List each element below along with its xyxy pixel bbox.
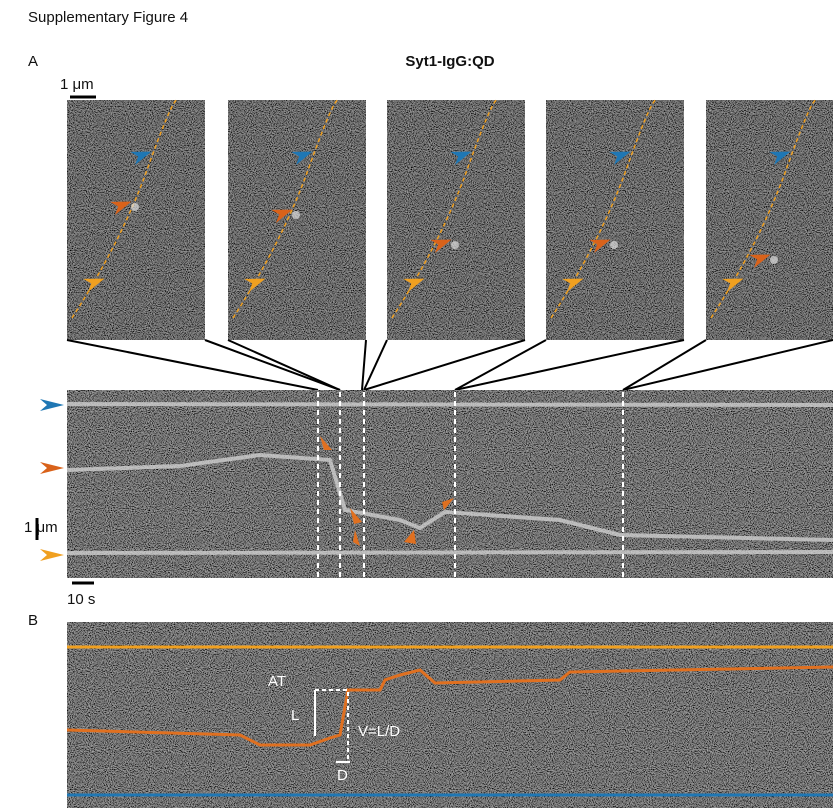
arrowhead [562,278,584,292]
particle [451,241,459,249]
connector [227,339,341,391]
connector [363,339,388,391]
image-noise [228,100,366,340]
arrowhead [40,462,64,474]
panel-title: Syt1-IgG:QD [405,53,494,70]
annotation: L [291,707,299,724]
arrowhead [83,278,105,292]
scale-bar-label: 1 μm [24,519,58,536]
figure-title: Supplementary Figure 4 [28,9,188,26]
image-panels [67,99,833,340]
annotation: D [337,767,348,784]
arrowhead [291,151,313,165]
neurite-trace [391,99,498,319]
annotation: AT [268,673,286,690]
neurite-trace [232,99,339,319]
arrowhead [769,151,791,165]
arrowhead [403,278,425,292]
image-noise [546,100,684,340]
arrowhead [40,399,64,411]
panel-label: A [28,53,38,70]
track-line [67,665,833,747]
arrowhead [271,209,293,223]
neurite-trace [710,99,817,319]
particle [292,211,300,219]
particle [610,241,618,249]
image-noise [706,100,833,340]
image-noise [387,100,525,340]
neurite-trace [71,99,178,319]
scale-bar-label: 10 s [67,591,95,608]
kymograph-tracks [66,402,833,555]
arrowhead [609,151,631,165]
arrowhead [244,278,266,292]
connector [66,339,319,391]
arrowhead [589,239,611,253]
arrowhead [749,254,771,268]
scale-bar-label: 1 μm [60,76,94,93]
arrowhead [130,151,152,165]
arrowhead [40,549,64,561]
arrowhead [450,151,472,165]
connector [361,339,367,391]
connector-lines [66,339,833,391]
annotation-box [315,689,349,762]
kymograph-noise [67,390,833,578]
connector [204,339,341,391]
connector [622,339,707,391]
connector [454,339,547,391]
kymo-arrowheads [320,436,454,546]
image-noise [67,100,205,340]
neurite-trace [550,99,657,319]
connector [622,339,833,391]
connector [454,339,685,391]
particle [770,256,778,264]
panel-label: B [28,612,38,629]
connector [363,339,526,391]
arrowhead [430,239,452,253]
particle [131,203,139,211]
kymograph-noise [67,622,833,808]
arrowhead [722,278,744,292]
arrowhead [110,201,132,215]
annotation: V=L/D [358,723,400,740]
frame-markers [317,392,624,578]
